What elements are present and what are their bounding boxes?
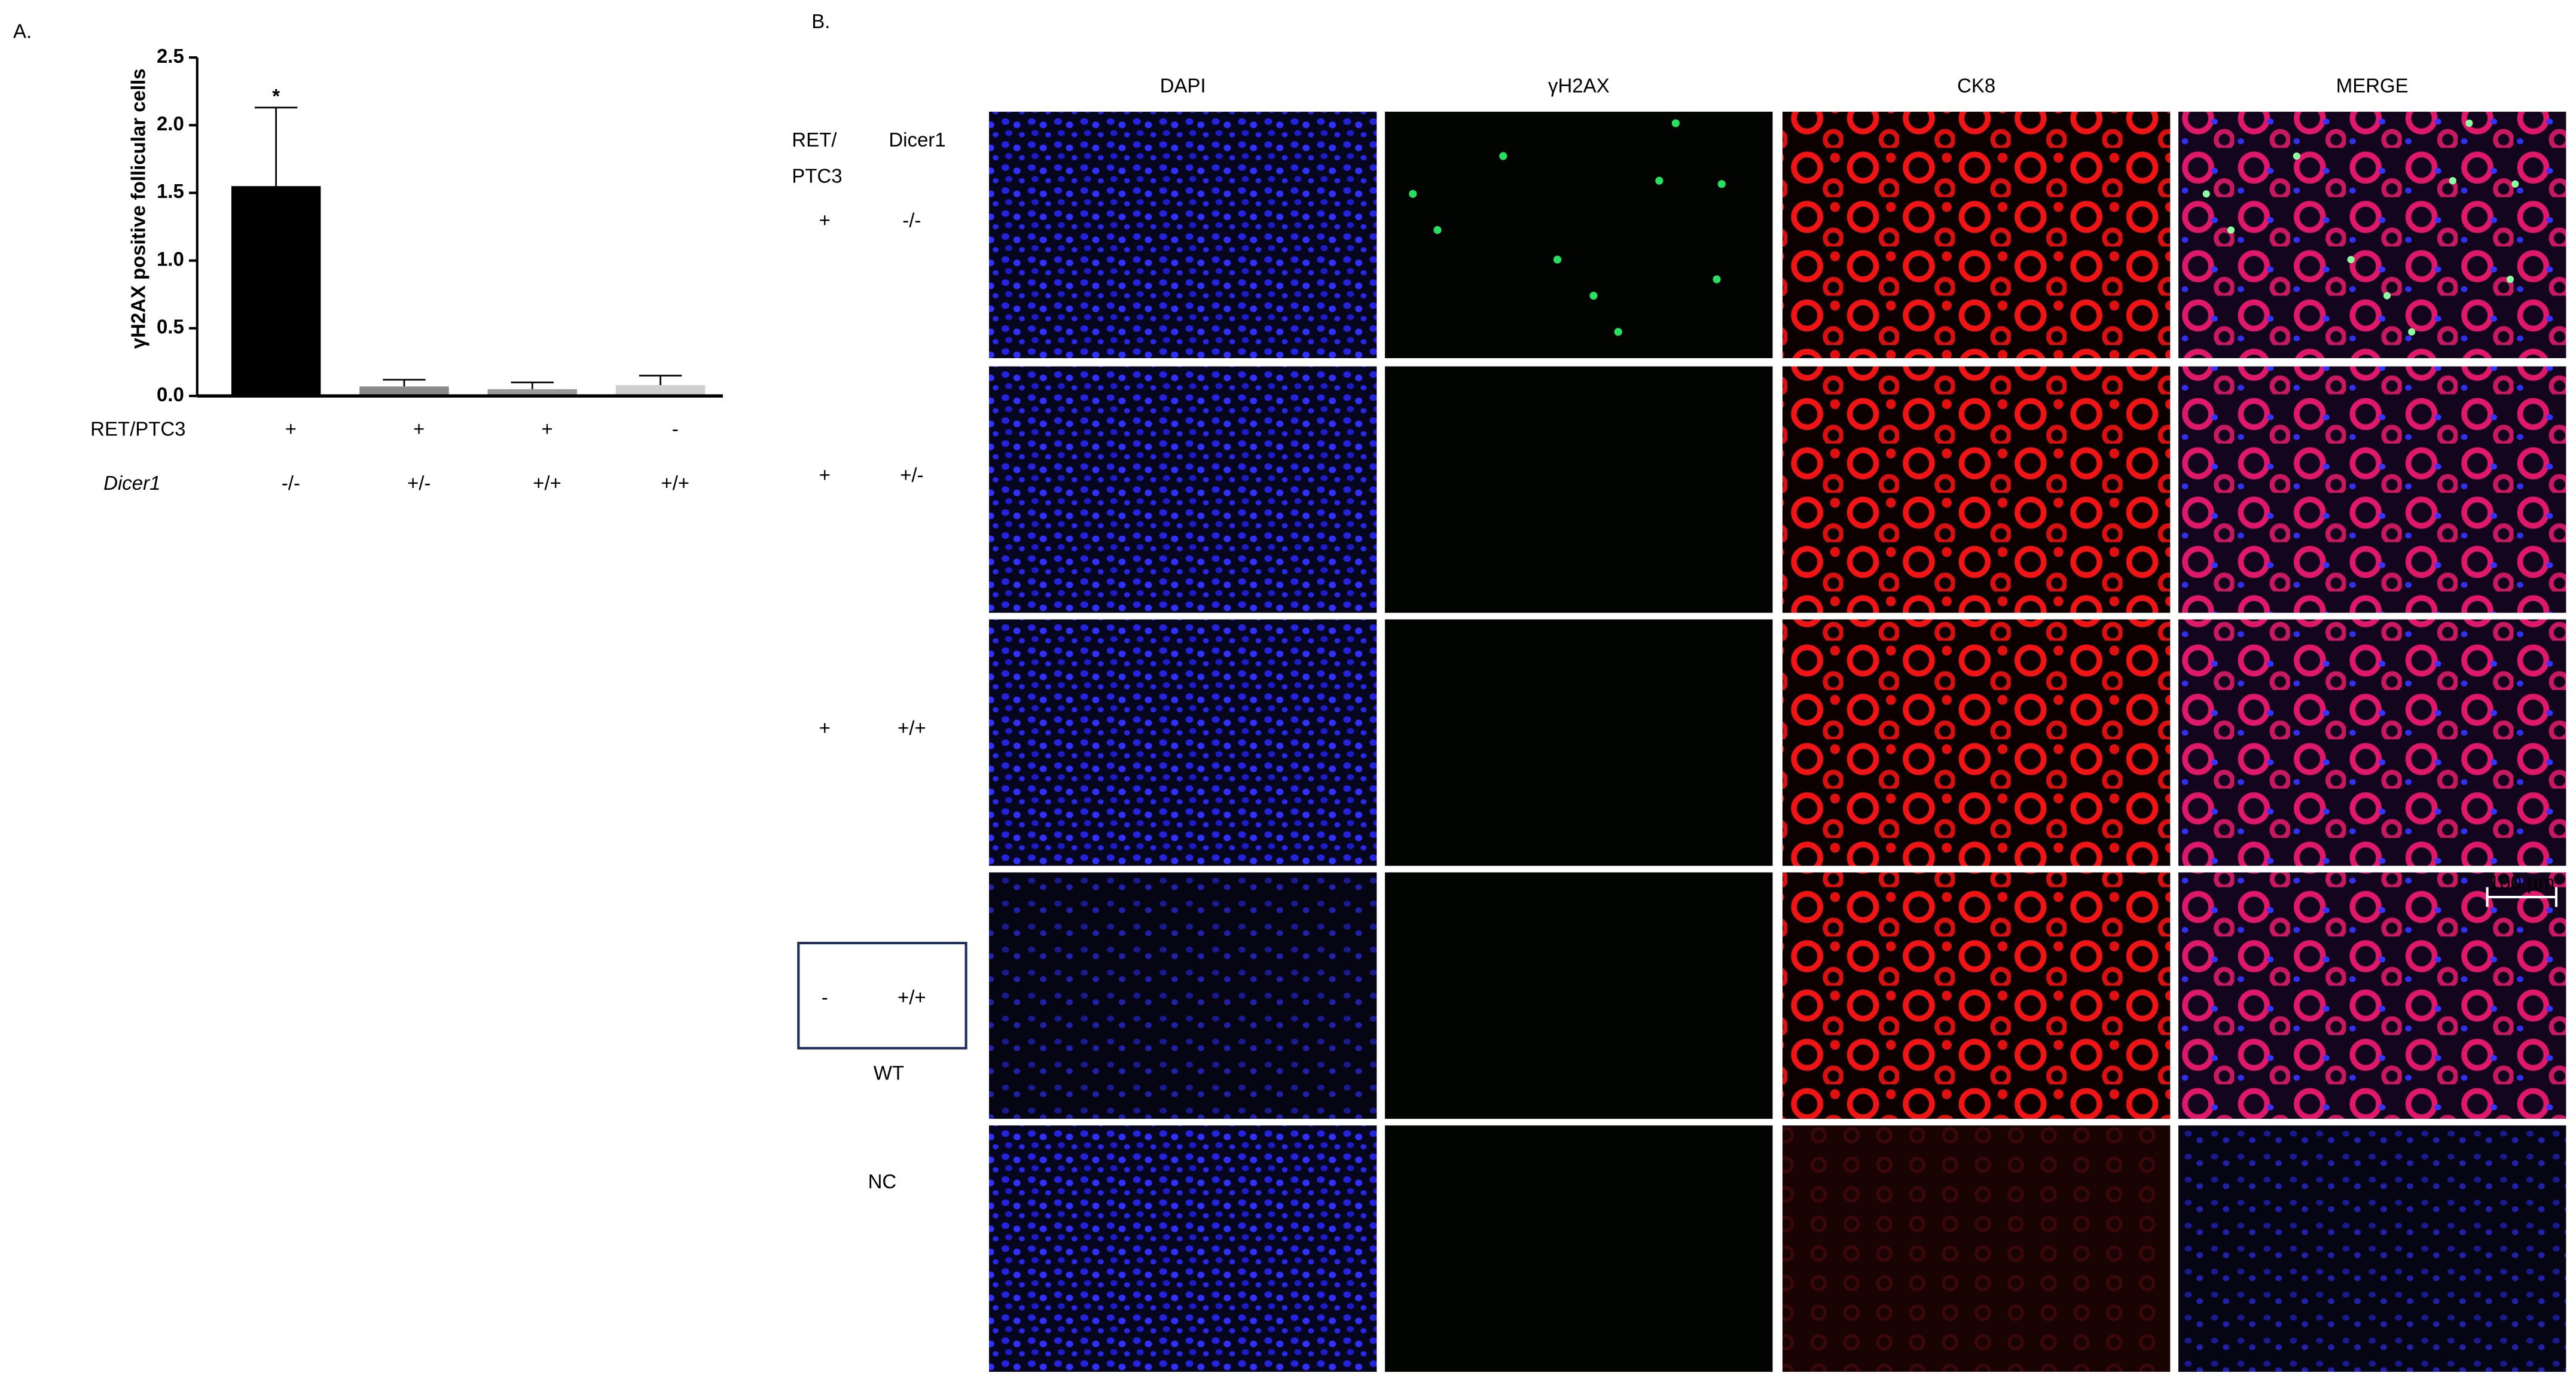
bar: [487, 389, 577, 396]
micrograph: [1385, 619, 1773, 866]
genotype-value: -: [672, 418, 679, 440]
micrograph: [1782, 366, 2171, 613]
genotype-value: +/-: [407, 472, 431, 494]
foci: [1655, 176, 1664, 185]
foci: [1713, 275, 1721, 283]
foci: [2449, 177, 2456, 185]
y-tick-label: 2.0: [157, 112, 184, 135]
bar: [615, 385, 706, 396]
panel-label: A.: [13, 20, 32, 42]
wt-box: [797, 941, 967, 1050]
foci: [1553, 255, 1562, 264]
foci: [2293, 152, 2300, 160]
micrograph: [2178, 619, 2566, 866]
row-label: NC: [868, 1170, 897, 1192]
y-tick-label: 0.5: [157, 316, 184, 338]
y-tick-label: 2.5: [157, 45, 184, 67]
genotype-value: +: [413, 418, 425, 440]
foci: [2227, 226, 2235, 234]
foci: [1433, 226, 1442, 234]
bar: [359, 386, 449, 396]
column-header: CK8: [1957, 74, 1995, 96]
micrograph: [1782, 872, 2171, 1119]
row-label: +/+: [898, 717, 926, 739]
micrograph: [1782, 619, 2171, 866]
column-header: MERGE: [2336, 74, 2409, 96]
micrograph: [988, 619, 1377, 866]
foci: [2383, 292, 2391, 300]
row-header: RET/: [792, 129, 837, 151]
foci: [1717, 180, 1726, 188]
foci: [2202, 190, 2210, 198]
micrograph: [2178, 1125, 2566, 1372]
panel-label: B.: [811, 10, 830, 32]
significance-mark: *: [272, 85, 280, 107]
y-axis-label: γH2AX positive follicular cells: [127, 68, 149, 349]
genotype-name: RET/PTC3: [90, 418, 185, 440]
foci: [1614, 328, 1622, 336]
row-label: +: [819, 209, 831, 231]
row-label: +: [819, 717, 831, 739]
row-label: -: [822, 986, 828, 1008]
foci: [2347, 256, 2355, 264]
error-bar: [511, 382, 554, 389]
micrograph: [988, 111, 1377, 358]
foci: [1671, 119, 1680, 127]
micrograph: [1385, 1125, 1773, 1372]
micrograph: [2178, 872, 2566, 1119]
micrograph: [988, 872, 1377, 1119]
micrograph: [1782, 1125, 2171, 1372]
micrograph: [1782, 111, 2171, 358]
micrograph: [2178, 111, 2566, 358]
y-tick-label: 1.0: [157, 248, 184, 270]
genotype-name: Dicer1: [103, 472, 160, 494]
row-header: PTC3: [792, 164, 842, 187]
genotype-value: +: [541, 418, 553, 440]
foci: [1589, 291, 1598, 300]
micrograph: [1385, 111, 1773, 358]
genotype-value: +/+: [533, 472, 561, 494]
micrograph: [988, 366, 1377, 613]
foci: [1409, 190, 1417, 198]
y-tick-label: 1.5: [157, 180, 184, 202]
foci: [2408, 328, 2416, 336]
scale-bar: [2486, 887, 2557, 907]
y-tick-label: 0.0: [157, 383, 184, 405]
genotype-value: +: [285, 418, 297, 440]
foci: [2506, 276, 2514, 283]
column-header: DAPI: [1160, 74, 1206, 96]
row-note: WT: [874, 1061, 904, 1084]
row-label: +: [819, 463, 831, 486]
error-bar: [383, 379, 426, 387]
row-label: -/-: [902, 209, 921, 231]
micrograph: [2178, 366, 2566, 613]
bar: [231, 186, 321, 396]
micrograph: [1385, 366, 1773, 613]
foci: [2465, 120, 2473, 127]
row-label: +/-: [900, 463, 923, 486]
micrograph: [1385, 872, 1773, 1119]
genotype-value: -/-: [282, 472, 300, 494]
foci: [1499, 152, 1507, 160]
scale-bar-label: 100 µm: [2489, 871, 2555, 893]
error-bar: [254, 106, 298, 187]
micrograph: [988, 1125, 1377, 1372]
error-bar: [639, 374, 682, 385]
row-label: +/+: [898, 986, 926, 1008]
row-header: Dicer1: [889, 129, 945, 151]
genotype-value: +/+: [661, 472, 689, 494]
foci: [2511, 180, 2519, 188]
column-header: γH2AX: [1548, 74, 1610, 96]
